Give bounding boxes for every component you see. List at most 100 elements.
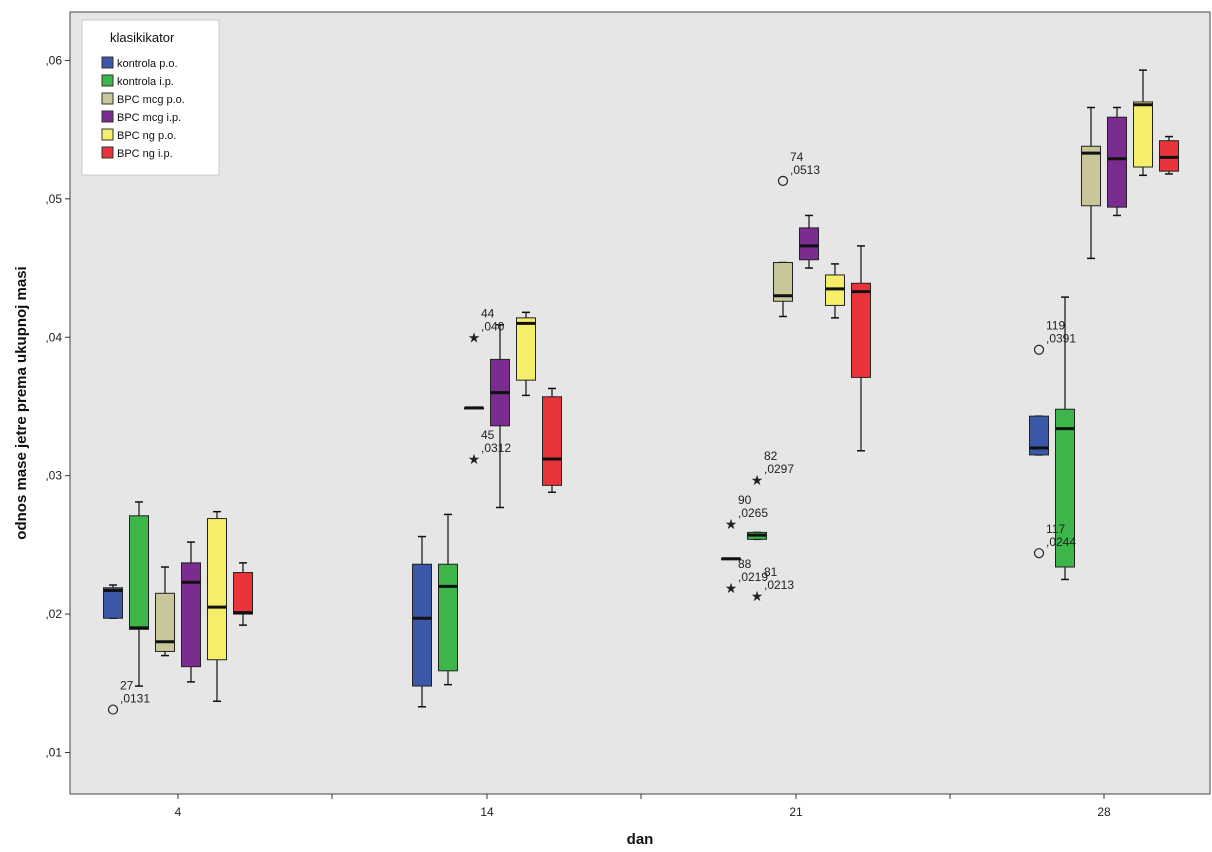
box-14-4	[516, 311, 536, 397]
box-21-2	[773, 261, 793, 318]
legend-swatch	[101, 56, 114, 69]
box-4-2	[155, 566, 175, 657]
x-tick-label: 14	[480, 805, 494, 819]
outlier-id-label: 117	[1046, 522, 1065, 536]
box-iqr	[155, 592, 175, 652]
box-28-1	[1055, 296, 1075, 581]
box-iqr	[773, 262, 793, 302]
legend: klasikikator kontrola p.o. kontrola i.p. B…	[81, 19, 220, 176]
outlier-value-label: ,040	[481, 319, 505, 333]
box-iqr	[1029, 415, 1049, 456]
outlier-star: ★	[725, 516, 738, 532]
legend-title: klasikikator	[110, 30, 175, 45]
outlier-value-label: ,0244	[1046, 535, 1076, 549]
outlier-90: ★90,0265	[725, 493, 769, 532]
box-iqr	[1081, 145, 1101, 207]
box-iqr	[129, 515, 149, 630]
outlier-id-label: 45	[481, 428, 495, 442]
box-28-0	[1029, 415, 1049, 456]
outlier-id-label: 81	[764, 565, 778, 579]
outlier-id-label: 88	[738, 557, 752, 571]
legend-item: kontrola i.p.	[101, 74, 174, 88]
outlier-star: ★	[751, 588, 764, 604]
box-iqr	[233, 572, 253, 615]
outlier-circle	[1033, 548, 1045, 559]
legend-item: BPC mcg p.o.	[101, 92, 185, 106]
box-21-4	[825, 263, 845, 319]
legend-label: BPC ng p.o.	[117, 130, 176, 142]
legend-swatch	[101, 128, 114, 141]
legend-item: BPC mcg i.p.	[101, 110, 181, 124]
outlier-id-label: 27	[120, 679, 134, 693]
box-21-1	[747, 531, 767, 541]
outlier-star: ★	[468, 329, 481, 345]
box-iqr	[103, 587, 123, 619]
outlier-27: 27,0131	[107, 679, 150, 715]
y-tick-label: ,05	[45, 192, 62, 206]
outlier-circle	[107, 704, 119, 715]
outlier-value-label: ,0219	[738, 570, 768, 584]
legend-label: BPC mcg i.p.	[117, 112, 181, 124]
box-iqr	[1055, 408, 1075, 568]
box-4-1	[129, 501, 149, 687]
legend-item: kontrola p.o.	[101, 56, 178, 70]
y-tick-label: ,03	[45, 469, 62, 483]
box-iqr	[799, 227, 819, 261]
outlier-id-label: 82	[764, 449, 778, 463]
outlier-44: ★44,040	[468, 306, 505, 345]
box-iqr	[516, 317, 536, 381]
box-28-2	[1081, 106, 1101, 260]
y-tick-label: ,02	[45, 607, 62, 621]
box-iqr	[542, 396, 562, 486]
box-28-5	[1159, 135, 1179, 175]
outlier-74: 74,0513	[777, 150, 820, 186]
box-4-3	[181, 541, 201, 683]
box-21-3	[799, 214, 819, 269]
box-21-5	[851, 245, 871, 452]
outlier-value-label: ,0297	[764, 462, 794, 476]
x-tick-label: 4	[175, 805, 182, 819]
box-4-0	[103, 584, 123, 619]
legend-label: kontrola i.p.	[117, 76, 174, 88]
box-14-3	[490, 324, 510, 509]
outlier-circle	[777, 175, 789, 186]
legend-items: kontrola p.o. kontrola i.p. BPC mcg p.o. BP…	[101, 56, 185, 160]
box-iqr	[1133, 101, 1153, 168]
outlier-88: ★88,0219	[725, 557, 769, 596]
legend-swatch	[101, 110, 114, 123]
outlier-value-label: ,0391	[1046, 332, 1076, 346]
legend-swatch	[101, 146, 114, 159]
box-iqr	[851, 282, 871, 378]
box-14-0	[412, 535, 432, 708]
legend-swatch	[101, 74, 114, 87]
box-iqr	[207, 518, 227, 661]
box-iqr	[181, 562, 201, 668]
box-iqr	[438, 563, 458, 672]
outlier-id-label: 90	[738, 493, 752, 507]
outlier-circle	[1033, 344, 1045, 355]
outlier-star: ★	[468, 451, 481, 467]
outlier-star: ★	[751, 472, 764, 488]
outlier-value-label: ,0213	[764, 578, 794, 592]
legend-label: BPC ng i.p.	[117, 148, 173, 160]
y-axis-title: odnos mase jetre prema ukupnoj masi	[13, 266, 30, 539]
outlier-star: ★	[725, 580, 738, 596]
y-tick-label: ,04	[45, 330, 62, 344]
x-axis-title: dan	[627, 831, 654, 848]
outlier-markers: 27,0131★44,040★45,0312★88,0219★90,0265★8…	[107, 150, 1076, 715]
outlier-119: 119,0391	[1033, 319, 1076, 355]
y-axis: ,01 ,02 ,03 ,04 ,05 ,06	[45, 53, 70, 759]
box-series	[103, 69, 1179, 708]
box-4-5	[233, 562, 253, 626]
box-28-4	[1133, 69, 1153, 177]
legend-item: BPC ng i.p.	[101, 146, 173, 160]
outlier-id-label: 44	[481, 306, 495, 320]
outlier-value-label: ,0513	[790, 163, 820, 177]
box-iqr	[412, 563, 432, 687]
plot-area	[69, 11, 1211, 795]
outlier-value-label: ,0131	[120, 692, 150, 706]
box-14-1	[438, 513, 458, 686]
outlier-45: ★45,0312	[468, 428, 512, 467]
legend-label: BPC mcg p.o.	[117, 94, 185, 106]
